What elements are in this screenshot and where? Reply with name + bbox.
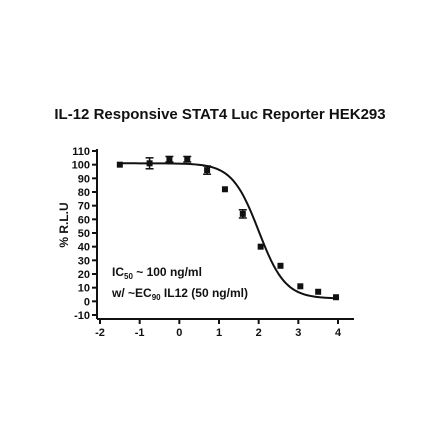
data-points <box>116 155 340 301</box>
x-tick-label: 3 <box>295 327 301 339</box>
data-point <box>277 262 284 269</box>
ec90-annotation-main: w/ ~EC <box>111 286 152 300</box>
ec90-annotation: w/ ~EC90 IL12 (50 ng/ml) <box>111 286 248 302</box>
x-tick-label: 1 <box>216 327 222 339</box>
data-point <box>333 294 340 301</box>
data-point <box>221 186 228 193</box>
y-tick-label: 30 <box>78 255 90 267</box>
data-point <box>116 161 123 168</box>
annotation-block: IC50 ~ 100 ng/ml w/ ~EC90 IL12 (50 ng/ml… <box>111 265 248 302</box>
y-tick-label: 80 <box>78 187 90 199</box>
x-axis-ticks: -2 -1 0 1 2 3 4 <box>95 319 342 339</box>
chart-title: IL-12 Responsive STAT4 Luc Reporter HEK2… <box>54 106 385 123</box>
y-tick-label: 20 <box>78 269 90 281</box>
ec90-annotation-subscript: 90 <box>152 293 161 302</box>
ec90-annotation-rest: IL12 (50 ng/ml) <box>161 286 248 300</box>
y-tick-label: 90 <box>78 173 90 185</box>
x-tick-label: 2 <box>256 327 262 339</box>
ic50-annotation-main: IC <box>112 265 124 279</box>
data-point <box>166 156 173 163</box>
y-tick-label: 0 <box>84 296 90 308</box>
y-tick-label: 10 <box>78 283 90 295</box>
data-point <box>257 243 264 250</box>
y-tick-label: 60 <box>78 214 90 226</box>
data-point <box>297 283 304 290</box>
y-tick-label: 40 <box>78 242 90 254</box>
data-point <box>204 167 211 174</box>
y-tick-label: 100 <box>72 160 90 172</box>
x-tick-label: -2 <box>95 327 105 339</box>
ic50-annotation-rest: ~ 100 ng/ml <box>133 265 202 279</box>
fit-curve <box>119 162 337 300</box>
x-tick-label: -1 <box>135 327 145 339</box>
ic50-annotation: IC50 ~ 100 ng/ml <box>112 265 202 281</box>
x-tick-label: 0 <box>176 327 182 339</box>
x-tick-label: 4 <box>335 327 342 339</box>
fit-curve-group <box>119 162 337 300</box>
data-point <box>315 288 322 295</box>
y-tick-label: -10 <box>74 310 90 322</box>
y-tick-label: 110 <box>72 146 90 158</box>
y-axis-label: % R.L.U <box>57 202 71 247</box>
ic50-annotation-subscript: 50 <box>124 272 133 281</box>
data-point <box>146 160 153 167</box>
y-tick-label: 70 <box>78 201 90 213</box>
data-point <box>184 156 191 163</box>
data-point <box>239 210 246 217</box>
y-tick-label: 50 <box>78 228 90 240</box>
